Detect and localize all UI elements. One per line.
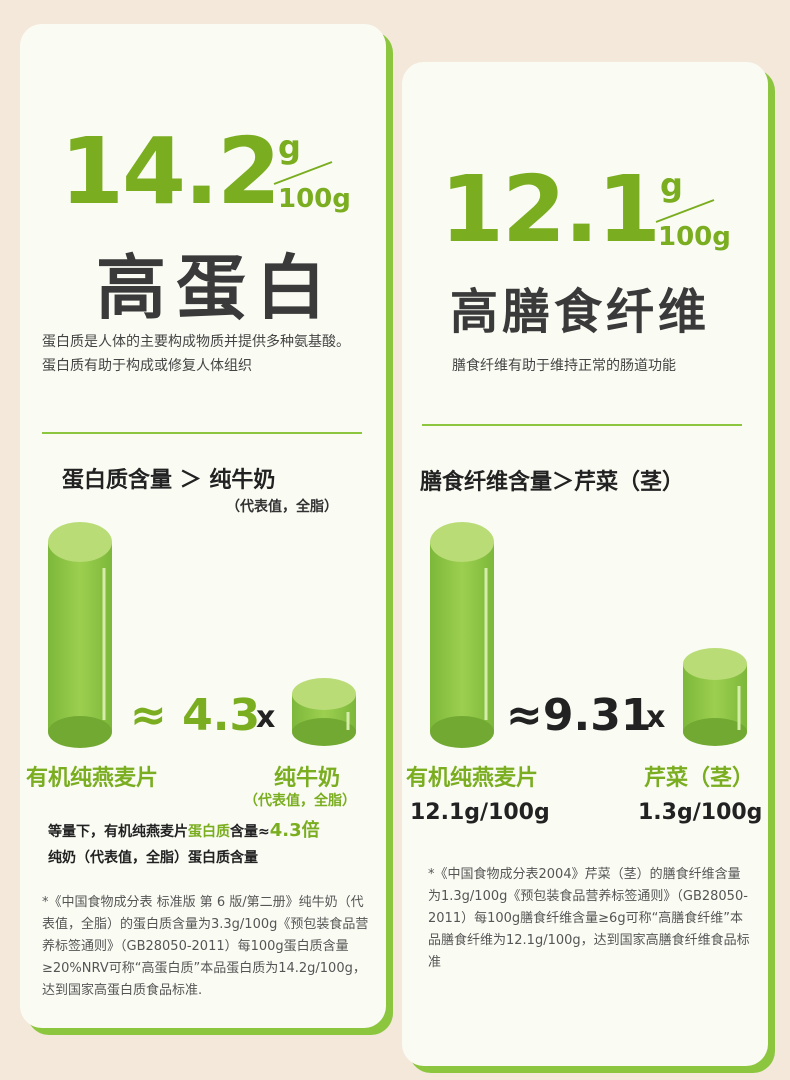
slash: [273, 161, 333, 185]
ratio: ≈ 4.3: [130, 690, 260, 741]
ratio-text: ≈9.31: [506, 690, 652, 741]
summary-text: 纯奶（代表值，全脂）蛋白质含量: [48, 850, 258, 866]
footnote: *《中国食物成分表 标准版 第 6 版/第二册》纯牛奶（代表值，全脂）的蛋白质含…: [42, 895, 369, 998]
right-label: 芹菜（茎）: [644, 766, 755, 791]
left-label: 有机纯燕麦片: [406, 766, 539, 791]
headline: 高膳食纤维: [450, 284, 711, 340]
right-value: 1.3g/100g: [638, 800, 763, 825]
description: 蛋白质是人体的主要构成物质并提供多种氨基酸。蛋白质有助于构成或修复人体组织: [42, 334, 350, 374]
divider: [422, 424, 742, 426]
description: 膳食纤维有助于维持正常的肠道功能: [452, 358, 676, 374]
unit: 100g: [658, 222, 731, 252]
right-label: 纯牛奶: [274, 766, 341, 791]
cylinder: [292, 678, 356, 746]
cylinder: [683, 648, 747, 746]
left-label: 有机纯燕麦片: [26, 766, 159, 791]
compare-subtitle: （代表值，全脂）: [226, 499, 338, 515]
cylinder: [48, 522, 112, 748]
left-value: 12.1g/100g: [410, 800, 550, 825]
right-sublabel: （代表值，全脂）: [244, 793, 356, 809]
summary-text: 4.3倍: [269, 820, 320, 841]
big-number: 12.1: [440, 156, 661, 263]
summary-text: 含量≈: [230, 824, 270, 840]
compare-title: 蛋白质含量 ＞ 纯牛奶: [62, 468, 276, 493]
ratio: ≈9.31: [506, 690, 651, 741]
summary-text: 等量下，有机纯燕麦片: [48, 824, 188, 840]
ratio-text: ≈ 4.3: [130, 690, 261, 741]
ratio-unit: x: [646, 700, 666, 735]
unit: g: [278, 128, 301, 166]
summary-text: 蛋白质: [188, 824, 230, 840]
slash: [655, 199, 715, 223]
summary: 等量下，有机纯燕麦片蛋白质含量≈4.3倍 纯奶（代表值，全脂）蛋白质含量: [48, 818, 378, 871]
compare-title: 膳食纤维含量＞芹菜（茎）: [420, 470, 685, 495]
big-number: 14.2: [60, 118, 281, 225]
ratio-unit: x: [256, 700, 276, 735]
headline: 高蛋白: [96, 247, 336, 329]
divider: [42, 432, 362, 434]
unit: g: [660, 166, 683, 204]
footnote: *《中国食物成分表2004》芹菜（茎）的膳食纤维含量为1.3g/100g《预包装…: [428, 867, 750, 970]
unit: 100g: [278, 184, 351, 214]
cylinder: [430, 522, 494, 748]
